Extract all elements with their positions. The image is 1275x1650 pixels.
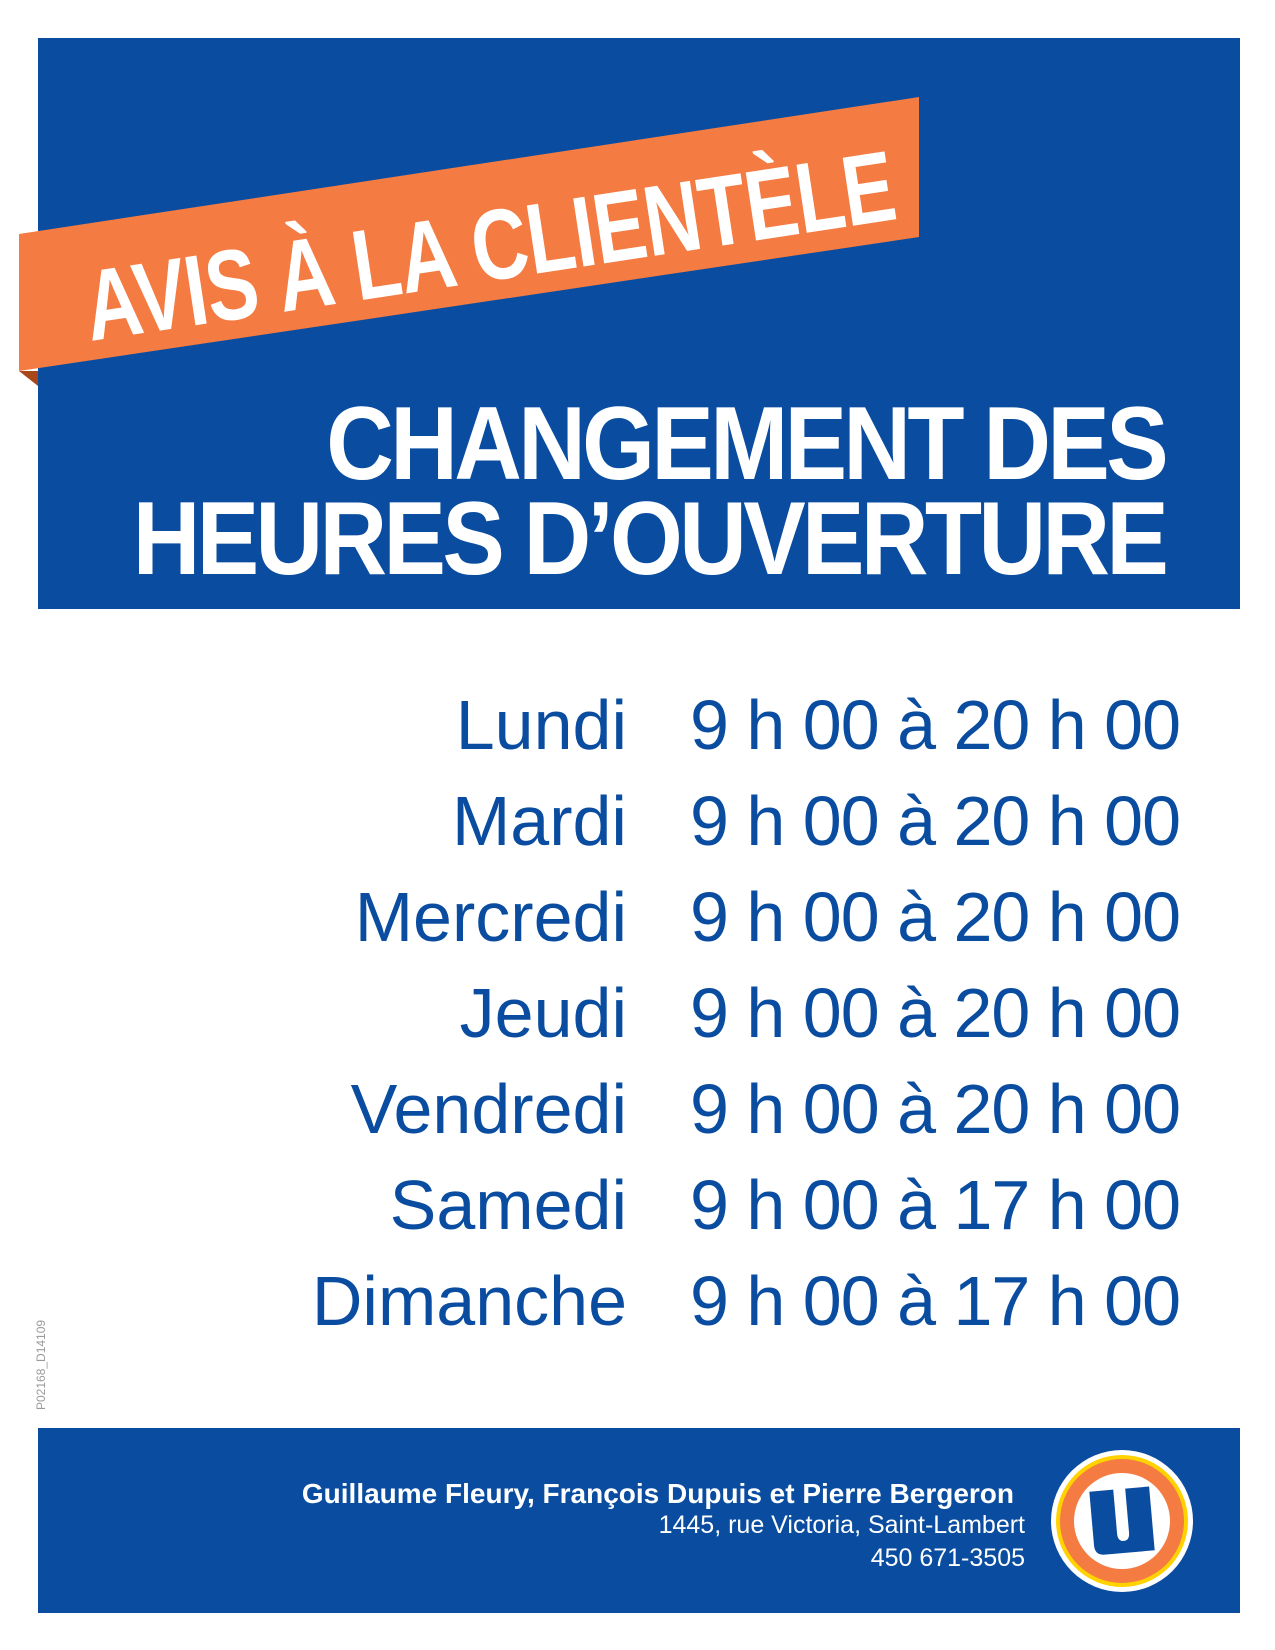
hours-row: Lundi 9 h 00 à 20 h 00 (0, 680, 1275, 770)
hours-row: Jeudi 9 h 00 à 20 h 00 (0, 968, 1275, 1058)
store-phone: 450 671-3505 (870, 1544, 1025, 1572)
notice-ribbon (19, 97, 919, 386)
ribbon-fold (19, 371, 38, 386)
page-title-line1: CHANGEMENT DES (326, 386, 1168, 502)
hours-row: Mardi 9 h 00 à 20 h 00 (0, 776, 1275, 866)
time-range: 9 h 00 à 20 h 00 (690, 782, 1181, 860)
page-title-line2: HEURES D’OUVERTURE (132, 481, 1168, 597)
footer-panel (38, 1428, 1240, 1613)
day-label: Mercredi (354, 878, 627, 956)
time-range: 9 h 00 à 20 h 00 (690, 878, 1181, 956)
day-label: Vendredi (350, 1070, 627, 1148)
hours-row: Vendredi 9 h 00 à 20 h 00 (0, 1064, 1275, 1154)
time-range: 9 h 00 à 20 h 00 (690, 686, 1181, 764)
hours-row: Dimanche 9 h 00 à 17 h 00 (0, 1256, 1275, 1346)
time-range: 9 h 00 à 17 h 00 (690, 1166, 1181, 1244)
day-label: Jeudi (459, 974, 627, 1052)
day-label: Dimanche (311, 1262, 627, 1340)
store-address: 1445, rue Victoria, Saint-Lambert (658, 1511, 1025, 1539)
hours-row: Samedi 9 h 00 à 17 h 00 (0, 1160, 1275, 1250)
day-label: Lundi (455, 686, 627, 764)
time-range: 9 h 00 à 20 h 00 (690, 974, 1181, 1052)
time-range: 9 h 00 à 17 h 00 (690, 1262, 1181, 1340)
document-code: P02168_D14109 (34, 1319, 48, 1410)
time-range: 9 h 00 à 20 h 00 (690, 1070, 1181, 1148)
day-label: Samedi (389, 1166, 627, 1244)
uniprix-u-logo-icon (1051, 1450, 1193, 1592)
day-label: Mardi (451, 782, 627, 860)
hours-row: Mercredi 9 h 00 à 20 h 00 (0, 872, 1275, 962)
ribbon-band (19, 97, 919, 371)
owners-names: Guillaume Fleury, François Dupuis et Pie… (301, 1478, 1014, 1509)
